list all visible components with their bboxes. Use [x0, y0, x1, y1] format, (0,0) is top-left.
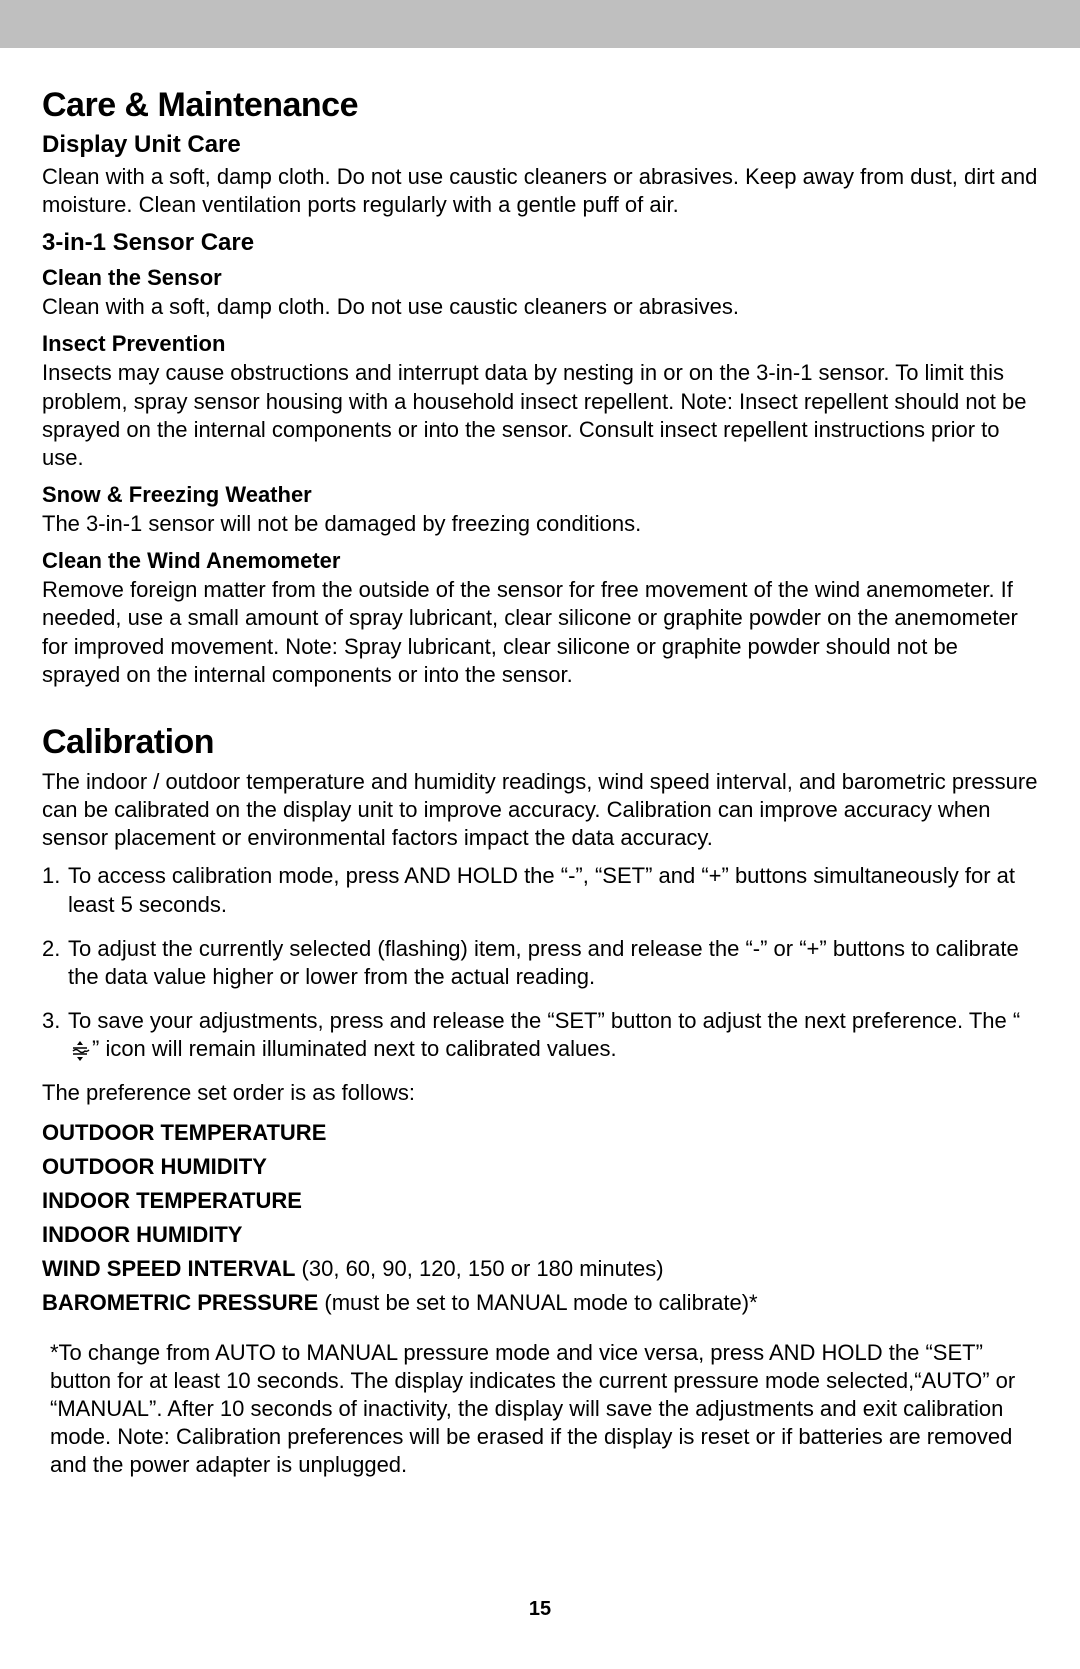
pref-item: OUTDOOR TEMPERATURE	[42, 1117, 1038, 1149]
pref-label-outdoor-temp: OUTDOOR TEMPERATURE	[42, 1120, 326, 1145]
body-anemometer: Remove foreign matter from the outside o…	[42, 576, 1038, 689]
subheading-sensor-care: 3-in-1 Sensor Care	[42, 229, 1038, 257]
body-insect: Insects may cause obstructions and inter…	[42, 359, 1038, 472]
pref-extra-wind: (30, 60, 90, 120, 150 or 180 minutes)	[295, 1256, 663, 1281]
list-item: To adjust the currently selected (flashi…	[42, 935, 1038, 991]
pref-label-outdoor-humidity: OUTDOOR HUMIDITY	[42, 1154, 267, 1179]
footnote-text: *To change from AUTO to MANUAL pressure …	[42, 1339, 1038, 1480]
preference-list: OUTDOOR TEMPERATURE OUTDOOR HUMIDITY IND…	[42, 1117, 1038, 1318]
body-display-unit: Clean with a soft, damp cloth. Do not us…	[42, 163, 1038, 219]
pref-label-indoor-humidity: INDOOR HUMIDITY	[42, 1222, 242, 1247]
pref-order-intro: The preference set order is as follows:	[42, 1079, 1038, 1107]
subheading-display-unit: Display Unit Care	[42, 131, 1038, 159]
page-content: Care & Maintenance Display Unit Care Cle…	[0, 48, 1080, 1480]
body-clean-sensor: Clean with a soft, damp cloth. Do not us…	[42, 293, 1038, 321]
step3-text-a: To save your adjustments, press and rele…	[68, 1008, 1020, 1033]
pref-label-baro: BAROMETRIC PRESSURE	[42, 1290, 318, 1315]
pref-extra-baro: (must be set to MANUAL mode to calibrate…	[318, 1290, 757, 1315]
header-bar	[0, 0, 1080, 48]
subsub-anemometer: Clean the Wind Anemometer	[42, 548, 1038, 574]
page-number: 15	[0, 1598, 1080, 1621]
section-heading-calibration: Calibration	[42, 723, 1038, 762]
list-item: To access calibration mode, press AND HO…	[42, 862, 1038, 918]
list-item: To save your adjustments, press and rele…	[42, 1007, 1038, 1063]
calibration-steps-list: To access calibration mode, press AND HO…	[42, 862, 1038, 1063]
pref-label-wind: WIND SPEED INTERVAL	[42, 1256, 295, 1281]
subsub-insect: Insect Prevention	[42, 331, 1038, 357]
pref-label-indoor-temp: INDOOR TEMPERATURE	[42, 1188, 302, 1213]
pref-item: INDOOR TEMPERATURE	[42, 1185, 1038, 1217]
subsub-snow: Snow & Freezing Weather	[42, 482, 1038, 508]
body-snow: The 3-in-1 sensor will not be damaged by…	[42, 510, 1038, 538]
step3-text-b: ” icon will remain illuminated next to c…	[92, 1036, 617, 1061]
pref-item: WIND SPEED INTERVAL (30, 60, 90, 120, 15…	[42, 1253, 1038, 1285]
subsub-clean-sensor: Clean the Sensor	[42, 265, 1038, 291]
calibration-icon	[69, 1040, 91, 1060]
section-heading-care: Care & Maintenance	[42, 86, 1038, 125]
body-calibration-intro: The indoor / outdoor temperature and hum…	[42, 768, 1038, 852]
pref-item: BAROMETRIC PRESSURE (must be set to MANU…	[42, 1287, 1038, 1319]
pref-item: OUTDOOR HUMIDITY	[42, 1151, 1038, 1183]
pref-item: INDOOR HUMIDITY	[42, 1219, 1038, 1251]
